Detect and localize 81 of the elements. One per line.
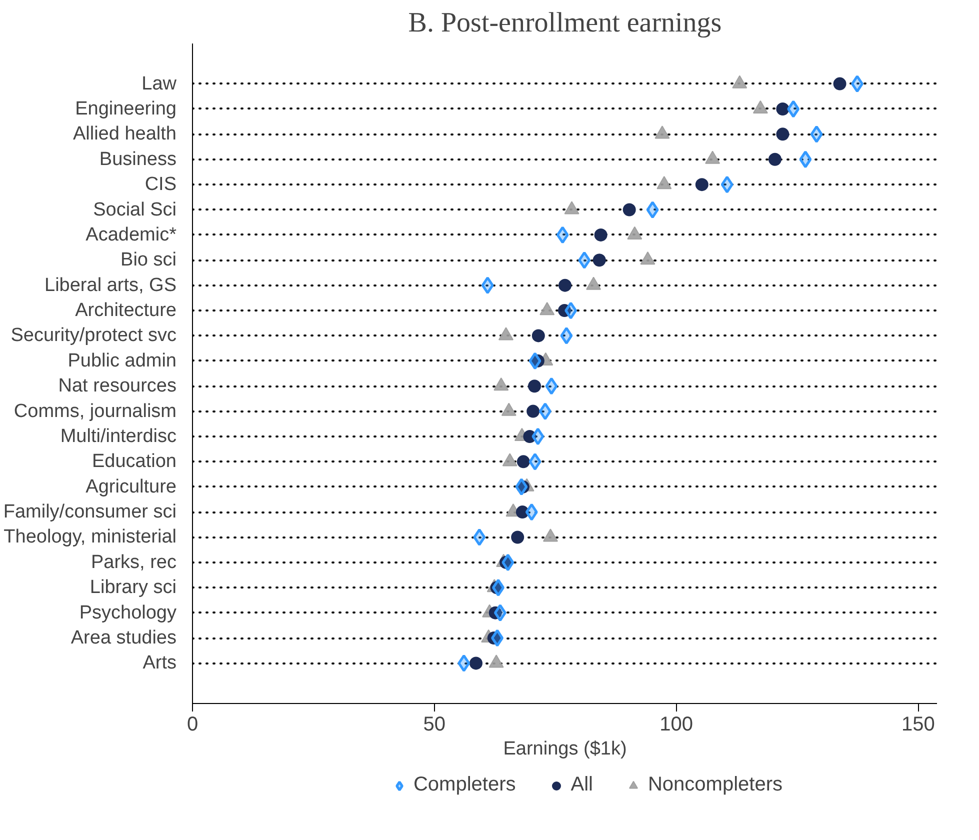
point xyxy=(787,100,800,118)
point xyxy=(473,528,486,546)
y-tick-label: Education xyxy=(92,451,177,472)
point xyxy=(592,254,606,267)
point xyxy=(502,554,514,572)
point xyxy=(494,604,506,622)
point xyxy=(491,629,504,647)
y-tick-label: Parks, rec xyxy=(90,552,177,573)
y-tick-label: Architecture xyxy=(75,300,176,322)
point xyxy=(526,404,540,418)
x-tick-label: 0 xyxy=(186,714,198,736)
point xyxy=(833,77,846,90)
y-tick-label: Arts xyxy=(142,652,176,674)
y-tick-label: Comms, journalism xyxy=(14,400,177,422)
x-tick-label: 100 xyxy=(660,714,693,736)
point xyxy=(458,654,470,672)
point xyxy=(799,150,812,168)
y-tick-label: Allied health xyxy=(72,124,177,145)
point xyxy=(492,578,504,596)
y-tick-label: Nat resources xyxy=(58,376,177,397)
point xyxy=(487,632,500,644)
y-tick-label: Family/consumer sci xyxy=(3,502,177,523)
y-tick-label: Business xyxy=(99,148,177,170)
point xyxy=(516,506,529,519)
point xyxy=(516,480,530,494)
point xyxy=(558,278,572,292)
point xyxy=(776,128,790,141)
chart-title: B. Post-enrollment earnings xyxy=(408,8,722,38)
y-tick-label: Academic* xyxy=(86,224,178,246)
point xyxy=(622,203,636,216)
y-tick-label: Area studies xyxy=(70,628,177,649)
x-axis-title: Earnings ($1k) xyxy=(503,738,627,760)
point xyxy=(768,152,782,166)
point xyxy=(528,380,542,393)
y-tick-label: Multi/interdisc xyxy=(60,426,177,447)
point xyxy=(695,178,708,192)
x-tick-label: 50 xyxy=(423,714,446,736)
y-tick-label: Agriculture xyxy=(86,476,177,498)
point xyxy=(531,354,544,368)
y-tick-label: Library sci xyxy=(90,577,176,598)
point xyxy=(720,176,734,194)
point xyxy=(810,125,823,143)
point xyxy=(594,228,608,242)
legend-label: Completers xyxy=(413,774,516,796)
point xyxy=(558,304,572,318)
legend-label: All xyxy=(570,774,593,796)
y-tick-label: Bio sci xyxy=(120,250,177,271)
legend-label: Noncompleters xyxy=(648,774,783,796)
point xyxy=(560,326,573,344)
point xyxy=(488,606,502,620)
point xyxy=(578,251,591,269)
x-tick-label: 150 xyxy=(901,714,935,736)
point xyxy=(525,503,538,521)
y-tick-label: Security/protect svc xyxy=(10,325,177,346)
point xyxy=(545,377,558,395)
point xyxy=(511,530,524,544)
y-tick-label: Public admin xyxy=(68,350,177,372)
point xyxy=(490,581,504,594)
point xyxy=(515,478,528,496)
y-tick-label: Engineering xyxy=(75,98,177,120)
point xyxy=(469,656,482,670)
y-tick-label: Liberal arts, GS xyxy=(44,274,176,296)
point xyxy=(532,329,545,342)
y-tick-label: Theology, ministerial xyxy=(4,526,176,548)
point xyxy=(528,352,542,370)
point xyxy=(850,75,864,93)
point xyxy=(523,430,536,443)
point xyxy=(556,226,569,244)
y-tick-label: CIS xyxy=(144,174,177,196)
y-tick-label: Law xyxy=(142,73,177,94)
point xyxy=(538,402,552,420)
point xyxy=(528,452,542,470)
point xyxy=(481,276,494,294)
point xyxy=(776,102,790,116)
point xyxy=(564,302,578,320)
point xyxy=(516,455,530,468)
point xyxy=(532,428,544,446)
point xyxy=(499,556,512,569)
y-tick-label: Psychology xyxy=(79,602,177,624)
point xyxy=(646,201,659,219)
y-tick-label: Social Sci xyxy=(93,199,176,220)
